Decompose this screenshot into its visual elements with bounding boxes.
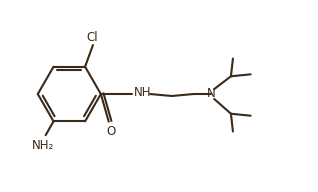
Text: Cl: Cl	[86, 31, 98, 44]
Text: NH: NH	[133, 86, 151, 98]
Text: N: N	[207, 87, 216, 99]
Text: NH₂: NH₂	[31, 139, 54, 152]
Text: O: O	[106, 125, 115, 138]
